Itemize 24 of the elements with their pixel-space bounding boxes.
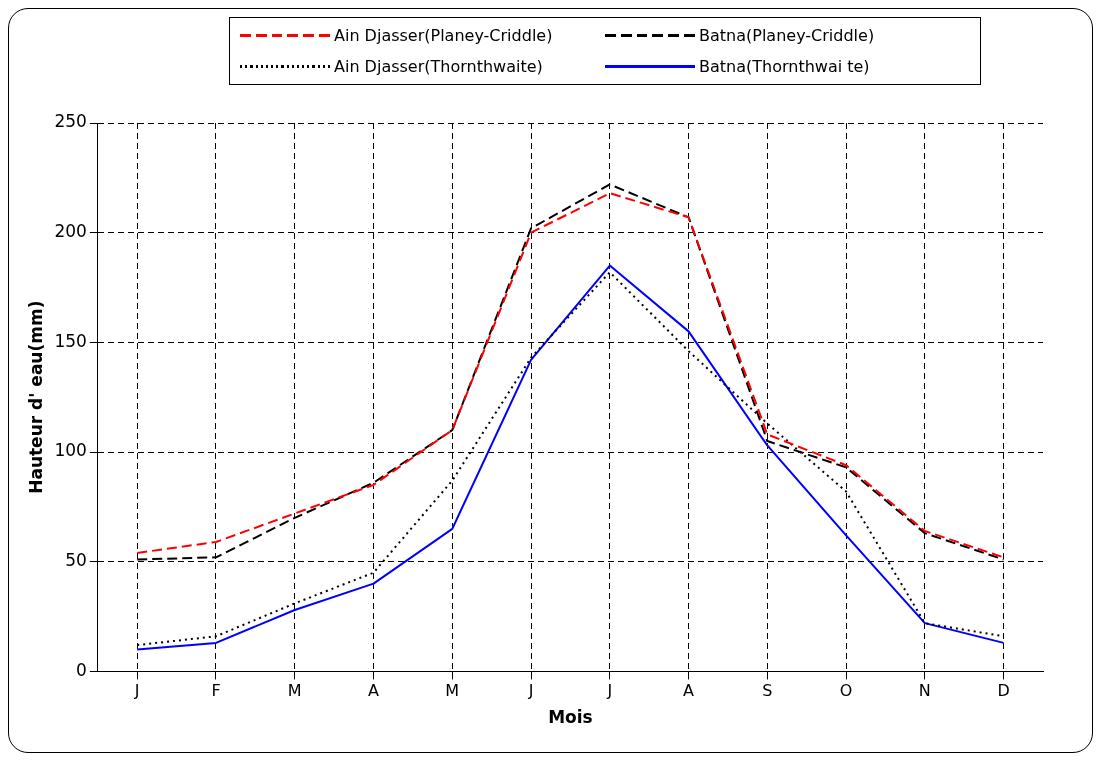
x-tick-label: J — [606, 681, 613, 701]
y-tick-label: 100 — [54, 440, 87, 461]
x-tick-label: F — [211, 681, 221, 701]
x-tick-label: N — [918, 681, 931, 701]
y-tick-label: 0 — [76, 659, 87, 680]
x-tick-label: M — [445, 681, 460, 701]
x-tick-label: J — [527, 681, 534, 701]
x-tick-label: D — [997, 681, 1010, 701]
y-tick-label: 50 — [65, 550, 87, 571]
legend-label: Ain Djasser(Thornthwaite) — [334, 57, 543, 76]
x-tick-label: A — [368, 681, 380, 701]
y-tick-label: 250 — [54, 111, 87, 132]
x-axis-title: Mois — [548, 707, 593, 728]
x-tick-label: M — [287, 681, 302, 701]
x-tick-label: O — [839, 681, 853, 701]
x-tick-label: A — [683, 681, 695, 701]
x-tick-label: J — [133, 681, 140, 701]
y-axis-title: Hauteur d' eau(mm) — [25, 300, 46, 494]
legend-label: Batna(Planey-Criddle) — [699, 26, 875, 45]
legend-label: Ain Djasser(Planey-Criddle) — [334, 26, 553, 45]
legend-label: Batna(Thornthwai te) — [699, 57, 870, 76]
y-tick-label: 200 — [54, 221, 87, 242]
x-tick-label: S — [762, 681, 773, 701]
y-tick-label: 150 — [54, 330, 87, 351]
